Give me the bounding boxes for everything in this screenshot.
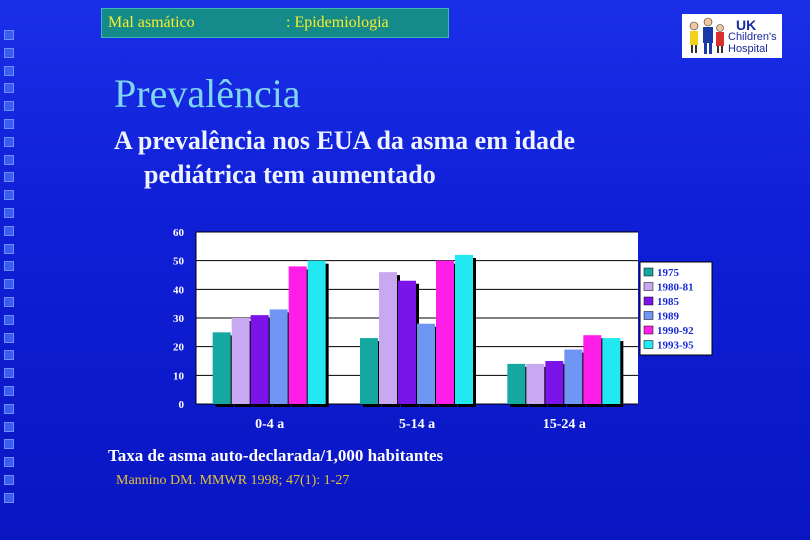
slide-title: Prevalência bbox=[114, 71, 301, 116]
y-tick-label: 20 bbox=[173, 342, 185, 354]
decorative-square bbox=[4, 439, 14, 450]
decorative-square bbox=[4, 243, 14, 254]
x-tick-label: 0-4 a bbox=[255, 417, 284, 432]
decorative-square bbox=[4, 403, 14, 414]
legend-label: 1980-81 bbox=[657, 282, 694, 294]
decorative-square bbox=[4, 457, 14, 468]
decorative-square bbox=[4, 225, 14, 236]
y-tick-label: 40 bbox=[173, 284, 185, 296]
y-tick-label: 60 bbox=[173, 227, 185, 239]
decorative-square bbox=[4, 190, 14, 201]
decorative-square bbox=[4, 154, 14, 165]
bar bbox=[269, 309, 288, 404]
hospital-logo: UK Children's Hospital bbox=[682, 14, 782, 58]
bar bbox=[545, 361, 564, 404]
decorative-square bbox=[4, 368, 14, 379]
header-bar: Mal asmático : Epidemiologia bbox=[101, 8, 449, 38]
decorative-square bbox=[4, 30, 14, 40]
citation: Mannino DM. MMWR 1998; 47(1): 1-27 bbox=[116, 473, 350, 488]
bar bbox=[417, 323, 435, 404]
subtitle-line-2: pediátrica tem aumentado bbox=[144, 160, 436, 189]
legend-label: 1985 bbox=[657, 296, 680, 308]
decorative-square bbox=[4, 172, 14, 183]
decorative-square bbox=[4, 101, 14, 112]
decorative-square bbox=[4, 475, 14, 485]
bar bbox=[436, 260, 454, 404]
decorative-square bbox=[4, 83, 14, 94]
legend-label: 1993-95 bbox=[657, 340, 694, 352]
legend-swatch bbox=[643, 267, 654, 277]
y-tick-label: 10 bbox=[173, 370, 185, 382]
subtitle-line-1: A prevalência nos EUA da asma em idade bbox=[114, 126, 576, 155]
decorative-square bbox=[4, 421, 14, 432]
chart-caption: Taxa de asma auto-declarada/1,000 habita… bbox=[108, 446, 444, 465]
decorative-square bbox=[4, 65, 14, 76]
decorative-square bbox=[4, 492, 14, 503]
legend-swatch bbox=[643, 282, 654, 291]
decorative-square bbox=[4, 386, 14, 396]
bar bbox=[455, 254, 473, 404]
legend-label: 1975 bbox=[657, 267, 680, 279]
bar bbox=[564, 349, 583, 404]
decorative-square bbox=[4, 350, 14, 361]
logo-text-childrens: Children's bbox=[728, 31, 777, 43]
logo-text-uk: UK bbox=[736, 17, 757, 33]
decorative-square bbox=[4, 261, 14, 272]
x-tick-label: 5-14 a bbox=[399, 417, 435, 432]
decorative-squares bbox=[4, 30, 22, 510]
header-section: : Epidemiologia bbox=[286, 14, 389, 31]
decorative-square bbox=[4, 332, 14, 343]
bar bbox=[231, 318, 250, 404]
bar bbox=[379, 272, 397, 404]
bar bbox=[398, 280, 416, 404]
decorative-square bbox=[4, 47, 14, 58]
bar-chart: 0 10 20 30 40 50 60 0-4 a 5-14 a 15-24 a 1975 1980-… bbox=[148, 218, 722, 438]
decorative-square bbox=[4, 297, 14, 307]
legend-label: 1990-92 bbox=[657, 325, 694, 337]
header-topic: Mal asmático bbox=[108, 14, 195, 31]
bar bbox=[360, 338, 378, 404]
bar bbox=[250, 315, 269, 404]
bar bbox=[288, 266, 307, 404]
slide-subtitle: A prevalência nos EUA da asma em idade p… bbox=[114, 124, 575, 192]
decorative-square bbox=[4, 119, 14, 129]
logo-text-hospital: Hospital bbox=[728, 43, 768, 55]
bar bbox=[212, 332, 231, 404]
decorative-square bbox=[4, 314, 14, 325]
legend-swatch bbox=[643, 325, 654, 335]
bar bbox=[583, 335, 602, 404]
y-tick-label: 50 bbox=[173, 256, 185, 268]
y-tick-label: 30 bbox=[173, 313, 185, 325]
decorative-square bbox=[4, 208, 14, 218]
children-figures-icon bbox=[689, 17, 724, 54]
x-tick-label: 15-24 a bbox=[543, 417, 586, 432]
bar bbox=[602, 338, 621, 404]
y-tick-label: 0 bbox=[179, 399, 185, 411]
bar bbox=[307, 260, 326, 404]
legend-swatch bbox=[643, 311, 654, 320]
legend-label: 1989 bbox=[657, 311, 680, 323]
legend-swatch bbox=[643, 340, 654, 349]
decorative-square bbox=[4, 279, 14, 290]
chart-svg: 0 10 20 30 40 50 60 0-4 a 5-14 a 15-24 a 1975 1980-… bbox=[173, 227, 713, 432]
legend-swatch bbox=[643, 296, 654, 306]
bar bbox=[507, 363, 526, 404]
bar bbox=[526, 363, 545, 404]
legend-box bbox=[639, 261, 713, 356]
decorative-square bbox=[4, 136, 14, 147]
